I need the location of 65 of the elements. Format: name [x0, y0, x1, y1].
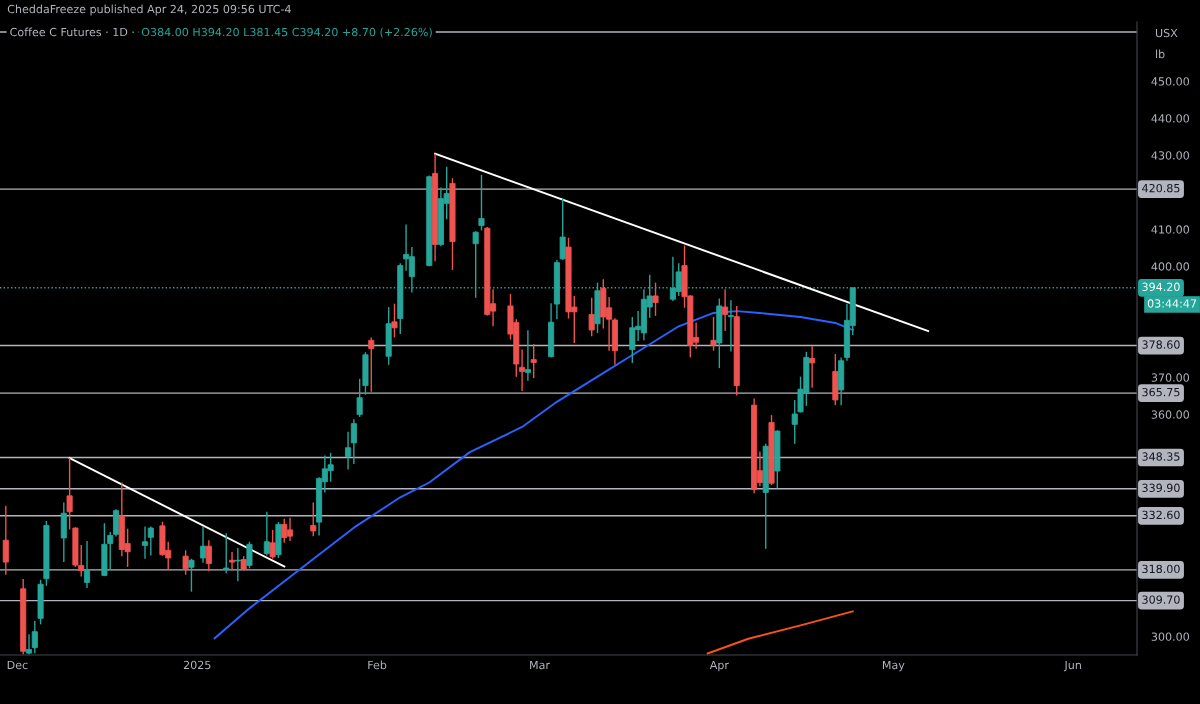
text: 03:44:47 — [1147, 299, 1197, 308]
x-tick-label: Dec — [7, 660, 28, 670]
candlestick — [727, 299, 734, 353]
ref-line-label: 394.20 — [1142, 282, 1180, 292]
candlestick — [112, 508, 120, 538]
candlestick — [223, 532, 230, 574]
candlestick — [66, 457, 73, 531]
candlestick — [205, 539, 212, 573]
candlestick — [478, 174, 485, 232]
candlestick — [188, 558, 195, 593]
x-tick-label: 2025 — [183, 660, 211, 670]
x-tick-label: Apr — [709, 660, 729, 672]
x-tick-label: Jun — [1063, 660, 1081, 672]
candlestick — [652, 281, 659, 317]
candlestick — [142, 525, 149, 560]
candlestick — [310, 501, 317, 537]
candlestick — [391, 303, 398, 339]
line-series — [213, 310, 854, 640]
x-tick-label: May — [882, 660, 905, 672]
candlestick — [31, 620, 38, 654]
x-tick-label: Mar — [530, 660, 550, 670]
candlestick — [147, 525, 154, 557]
candlestick — [809, 345, 816, 389]
candlestick — [710, 316, 717, 352]
x-tick-label: Feb — [368, 660, 387, 670]
y-tick-label: 430.00 — [1151, 151, 1190, 160]
y-tick-label: 400.00 — [1151, 262, 1190, 271]
chart-subtitle: O384.00 H394.20 L381.45 C394.20 +8.70 (+2.26%) — [141, 27, 432, 38]
y-tick-label: 370.00 — [1151, 373, 1190, 382]
candlestick — [182, 549, 189, 576]
y-tick-label: 360.00 — [1151, 410, 1190, 419]
candlestick — [559, 197, 566, 261]
candlestick — [524, 329, 531, 382]
candlestick — [530, 343, 537, 379]
candlestick — [2, 505, 9, 576]
ref-line-label: 332.60 — [1142, 510, 1180, 520]
text: CheddaFreeze published Apr 24, 2025 09:56 UTC-4 — [7, 4, 291, 16]
ref-line-label: 348.35 — [1142, 452, 1180, 461]
ref-line-label: 420.85 — [1142, 183, 1180, 193]
candlestick — [246, 541, 253, 570]
text: lb — [1156, 49, 1165, 59]
candlestick — [350, 418, 357, 465]
candlestick — [200, 525, 207, 564]
candlestick — [722, 288, 729, 332]
candlestick — [83, 540, 91, 589]
ref-line-label: 318.00 — [1142, 564, 1180, 574]
ref-line-label: 339.90 — [1142, 483, 1180, 493]
y-tick-label: 450.00 — [1151, 77, 1190, 86]
candlestick — [269, 529, 276, 560]
y-tick-label: 300.00 — [1151, 632, 1190, 641]
ref-line-label: 309.70 — [1142, 595, 1180, 604]
candlestick — [229, 551, 236, 572]
candlestick — [345, 431, 352, 471]
line-series — [706, 610, 854, 655]
candlestick — [588, 297, 595, 337]
candlestick — [356, 378, 363, 418]
ref-line-label: 365.75 — [1142, 387, 1180, 397]
candlestick — [234, 547, 241, 583]
candlestick — [368, 336, 375, 393]
ref-line-label: 378.60 — [1142, 340, 1180, 349]
y-tick-label: 440.00 — [1151, 114, 1190, 123]
text: USX — [1155, 28, 1178, 38]
chart-title: Coffee C Futures · 1D · — [10, 27, 134, 37]
candlestick — [472, 230, 479, 299]
y-tick-label: 410.00 — [1151, 225, 1190, 234]
